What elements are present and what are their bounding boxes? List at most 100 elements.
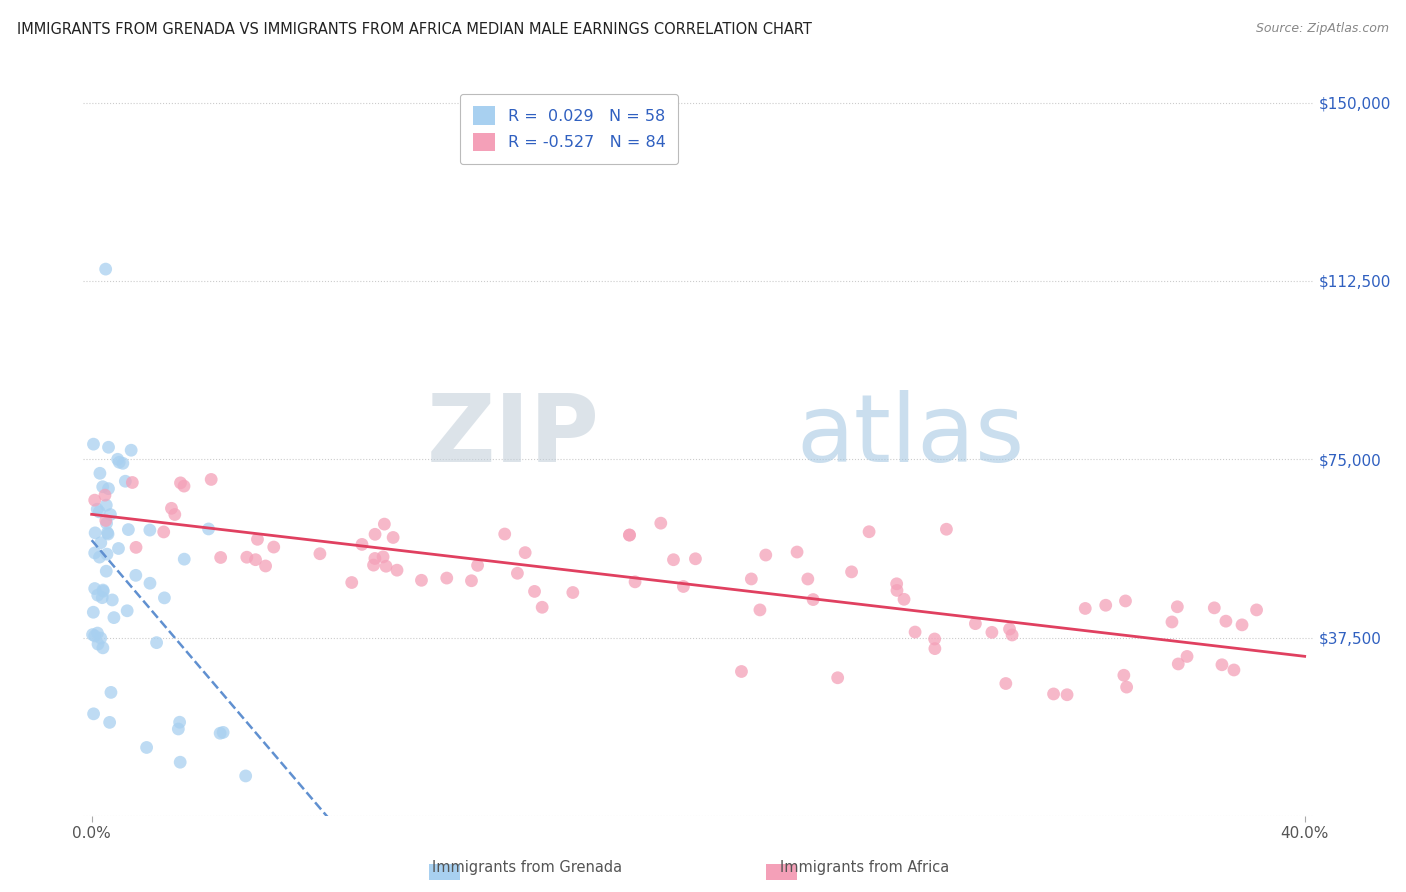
Point <box>139 523 162 537</box>
Point <box>1112 668 1135 682</box>
Point <box>801 592 824 607</box>
Point <box>84 525 107 540</box>
Point <box>98 715 121 730</box>
Point <box>209 550 232 565</box>
Point <box>1215 614 1237 628</box>
Point <box>1211 657 1233 672</box>
Point <box>94 262 117 277</box>
Point <box>1094 599 1116 613</box>
Point <box>924 632 946 646</box>
Point <box>111 456 134 470</box>
Point <box>200 472 222 486</box>
Point <box>375 559 398 574</box>
Point <box>173 479 195 493</box>
Point <box>139 576 162 591</box>
Point <box>82 605 104 619</box>
Point <box>83 706 105 721</box>
Point <box>364 527 387 541</box>
Point <box>561 585 583 599</box>
Point <box>100 508 122 522</box>
Legend: R =  0.029   N = 58, R = -0.527   N = 84: R = 0.029 N = 58, R = -0.527 N = 84 <box>460 94 679 164</box>
Point <box>90 535 112 549</box>
Point <box>1175 649 1198 664</box>
Point <box>619 528 641 542</box>
Point <box>730 665 752 679</box>
Point <box>994 676 1017 690</box>
Point <box>624 574 647 589</box>
Point <box>1167 657 1189 671</box>
Point <box>100 685 122 699</box>
Text: Immigrants from Grenada: Immigrants from Grenada <box>432 861 623 875</box>
Point <box>114 474 136 488</box>
Point <box>1056 688 1078 702</box>
Point <box>1042 687 1064 701</box>
Point <box>163 508 186 522</box>
Point <box>672 579 695 593</box>
Point <box>506 566 529 581</box>
Point <box>117 523 139 537</box>
Point <box>97 440 120 454</box>
Point <box>121 475 143 490</box>
Point <box>1246 603 1268 617</box>
Point <box>965 616 987 631</box>
Point <box>893 592 915 607</box>
Point <box>748 603 770 617</box>
Text: ZIP: ZIP <box>427 390 600 482</box>
Point <box>460 574 482 588</box>
Point <box>1204 600 1226 615</box>
Point <box>531 600 554 615</box>
Point <box>371 549 394 564</box>
Point <box>246 533 269 547</box>
Point <box>91 582 114 597</box>
Point <box>523 584 546 599</box>
Point <box>94 514 117 528</box>
Point <box>145 635 167 649</box>
Point <box>169 715 191 730</box>
Point <box>1001 628 1024 642</box>
Point <box>797 572 820 586</box>
Point <box>411 574 433 588</box>
Point <box>125 541 148 555</box>
Point <box>827 671 849 685</box>
Point <box>94 488 117 502</box>
Point <box>254 559 277 574</box>
Point <box>153 591 176 605</box>
Point <box>685 551 707 566</box>
Point <box>935 522 957 536</box>
Text: Source: ZipAtlas.com: Source: ZipAtlas.com <box>1256 22 1389 36</box>
Point <box>89 505 111 519</box>
Text: Immigrants from Africa: Immigrants from Africa <box>780 861 949 875</box>
Point <box>167 722 190 736</box>
Point <box>263 540 285 554</box>
Point <box>103 610 125 624</box>
Point <box>1223 663 1246 677</box>
Point <box>619 528 641 542</box>
Point <box>235 769 257 783</box>
Point <box>96 498 118 512</box>
Point <box>382 531 405 545</box>
Point <box>83 629 105 643</box>
Point <box>115 604 138 618</box>
Point <box>107 452 129 467</box>
Point <box>998 622 1021 636</box>
Point <box>841 565 863 579</box>
Point <box>436 571 458 585</box>
Point <box>385 563 408 577</box>
Point <box>212 725 235 739</box>
Point <box>91 640 114 655</box>
Point <box>755 548 778 562</box>
Point <box>83 493 105 508</box>
Point <box>83 582 105 596</box>
Point <box>83 546 105 560</box>
Point <box>125 568 148 582</box>
Point <box>350 537 373 551</box>
Point <box>886 583 908 598</box>
Point <box>108 455 131 469</box>
Point <box>740 572 762 586</box>
Point <box>467 558 489 573</box>
Point <box>169 756 191 770</box>
Point <box>494 527 516 541</box>
Point <box>86 626 108 640</box>
Point <box>97 527 120 541</box>
Point <box>89 467 111 481</box>
